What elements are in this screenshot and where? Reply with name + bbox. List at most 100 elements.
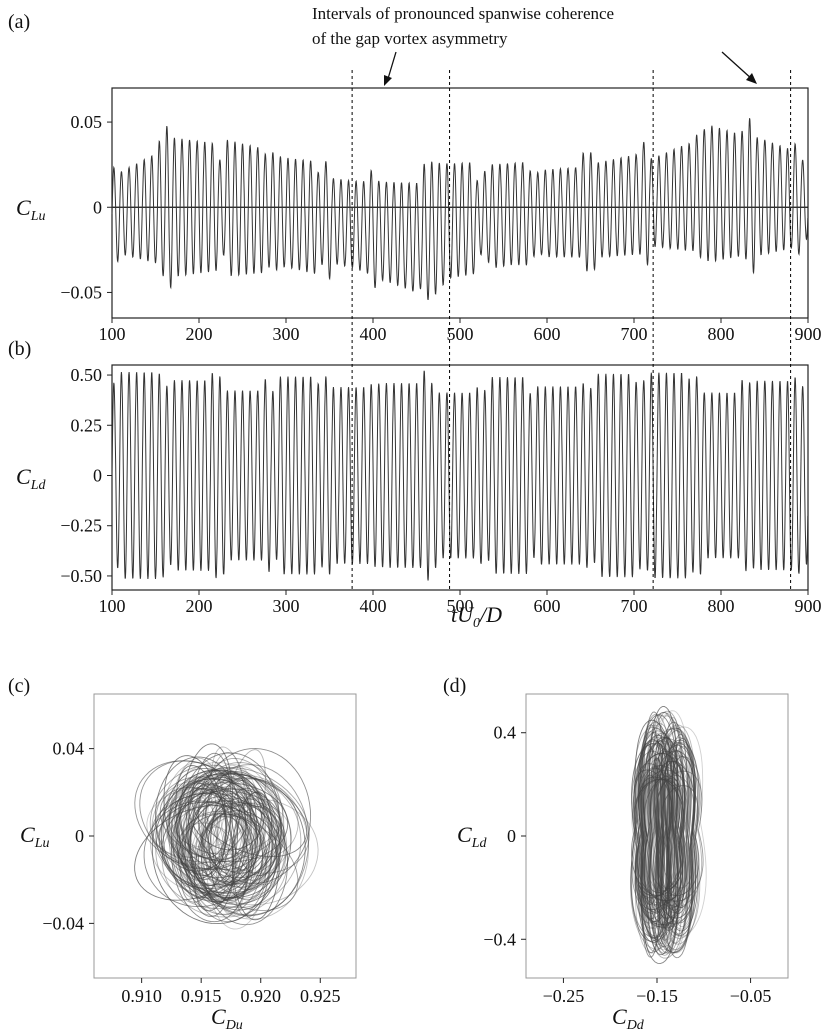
phase-orbit [168,782,289,863]
phase-orbit [631,778,678,900]
phase-orbit [197,757,281,885]
phase-orbit [641,711,664,958]
phase-orbit [635,739,671,943]
phase-orbit [187,752,232,881]
phase-orbit [661,775,695,889]
y-tick-label: −0.25 [60,516,102,536]
phase-orbit [644,759,668,913]
x-tick-label: 800 [708,324,735,344]
x-tick-label: 900 [795,596,822,616]
phase-orbit [664,750,691,915]
y-tick-label: 0.04 [53,739,85,759]
panel-label-a: (a) [8,11,30,33]
xlabel-c: CDu [211,1004,243,1033]
phase-orbit [175,788,261,887]
x-tick-label: 700 [621,596,648,616]
x-tick-label: 600 [534,596,561,616]
phase-orbit [176,775,257,879]
series-line-cld [111,370,809,581]
phase-orbit [657,726,707,937]
x-tick-label: 400 [360,596,387,616]
annotation-line-2: of the gap vortex asymmetry [312,29,508,48]
phase-orbit [170,776,252,848]
x-tick-label: 100 [99,596,126,616]
phase-orbit [657,741,688,928]
phase-orbit [188,770,273,895]
phase-orbit [650,779,673,892]
phase-orbit [640,713,671,953]
plot-frame-0 [111,87,809,319]
phase-orbit [642,769,689,902]
phase-orbit [170,776,218,888]
chart-layer: 100 200 300 400 500 600 700 800 900 −0.05 0 0.05 100… [42,70,822,1006]
annotation-arrows [384,51,757,86]
phase-orbit [653,750,697,925]
phase-orbit [200,786,254,874]
y-tick-label: 0.25 [71,415,103,435]
phase-orbit [201,770,249,886]
x-tick-label: 900 [795,324,822,344]
x-tick-label: 700 [621,324,648,344]
phase-orbit [641,771,689,909]
phase-orbit [170,793,249,923]
phase-orbit [151,780,252,887]
phase-orbit [194,793,247,912]
phase-orbit [656,724,699,945]
phase-orbit [648,728,697,953]
phase-orbit [637,730,679,940]
x-tick-label: 300 [273,324,300,344]
phase-orbit [151,778,277,925]
x-tick-label: 0.925 [300,986,341,1006]
phase-orbit [155,776,261,885]
phase-orbit [203,804,285,888]
phase-orbit [149,787,279,895]
phase-orbit [652,764,686,907]
phase-orbit [649,711,679,954]
ylabel-c: CLu [20,822,49,851]
xlabel-b: tU0/D [451,602,502,631]
x-tick-label: −0.15 [636,986,678,1006]
phase-orbit [204,771,272,874]
phase-orbit [206,779,272,930]
phase-orbit [219,765,286,886]
x-tick-label: −0.25 [543,986,585,1006]
phase-orbit [649,757,664,912]
phase-orbit [654,710,694,952]
x-tick-label: 0.920 [240,986,281,1006]
ylabel-d: CLd [457,822,487,851]
phase-orbit [175,765,234,904]
phase-orbit [190,777,306,917]
y-tick-label: −0.50 [60,566,102,586]
phase-orbit [653,727,696,954]
phase-orbit [200,803,285,879]
phase-orbit [631,736,679,929]
phase-orbit [651,710,684,954]
phase-orbit [160,769,271,903]
x-tick-label: 0.915 [181,986,222,1006]
x-tick-label: 300 [273,596,300,616]
y-tick-label: 0 [75,826,84,846]
annotation-line-1: Intervals of pronounced spanwise coheren… [312,4,614,23]
phase-orbit [168,768,262,870]
xlabel-d: CDd [612,1004,645,1033]
phase-orbit [657,757,692,907]
phase-orbit [205,774,299,859]
phase-orbit [633,778,680,899]
phase-orbit [195,778,309,920]
y-tick-label: −0.05 [60,282,102,302]
phase-orbit [167,788,239,870]
phase-orbit [173,822,235,894]
phase-orbit [630,726,680,950]
phase-orbit [161,800,289,918]
phase-orbit [208,815,253,885]
y-tick-label: 0.05 [71,112,103,132]
phase-orbit [178,743,234,879]
ylabel-a: CLu [16,195,45,224]
phase-orbit [634,740,674,922]
y-tick-label: 0.4 [494,723,517,743]
phase-orbit [661,717,681,952]
phase-orbit [170,773,283,855]
phase-orbit [166,774,278,883]
x-tick-label: −0.05 [730,986,772,1006]
phase-orbit [639,767,671,913]
